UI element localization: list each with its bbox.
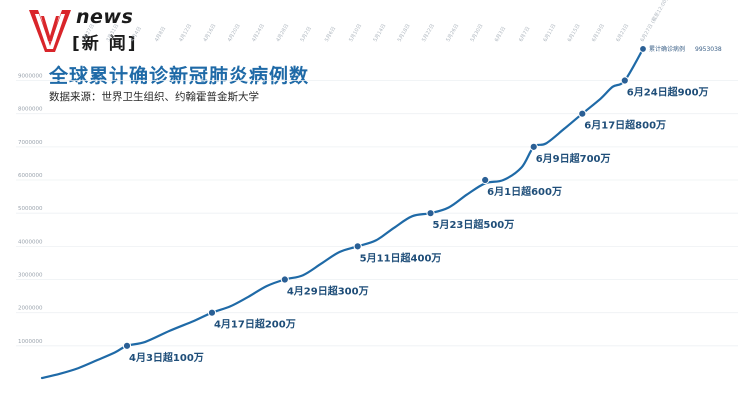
y-tick-label: 4000000 (18, 239, 43, 245)
x-tick-label: 5月14日 (372, 23, 387, 43)
brand-logo: news [新 闻] (26, 6, 166, 54)
milestone-point (426, 209, 435, 218)
y-tick-label: 9000000 (18, 74, 43, 80)
x-tick-label: 4月28日 (275, 23, 290, 43)
chart-title: 全球累计确诊新冠肺炎病例数 (49, 65, 310, 87)
y-tick-label: 6000000 (18, 173, 43, 179)
milestone-point (280, 275, 289, 284)
endpoint-label: 累计确诊病例 (649, 45, 685, 53)
x-tick-label: 6月19日 (591, 23, 606, 43)
v-logo-icon (29, 10, 71, 52)
x-tick-label: 4月20日 (227, 23, 242, 43)
x-tick-label: 3月27日 (81, 23, 96, 43)
x-tick-label: 6月3日 (494, 26, 507, 43)
milestone-point (207, 308, 217, 317)
x-tick-label: 4月12日 (178, 23, 193, 43)
x-tick-label: 4月24日 (251, 23, 266, 43)
milestone-label: 6月9日超700万 (536, 152, 611, 165)
milestone-point (578, 109, 587, 118)
milestone-point (529, 142, 538, 151)
x-tick-label: 5月18日 (397, 23, 412, 43)
x-tick-label: 5月22日 (421, 23, 436, 43)
milestone-label: 4月17日超200万 (214, 318, 296, 331)
x-tick-label: 5月30日 (470, 23, 485, 43)
milestone-point (122, 341, 132, 350)
y-tick-label: 7000000 (18, 140, 43, 146)
milestone-label: 4月3日超100万 (129, 351, 204, 364)
x-tick-label: 6月7日 (518, 26, 531, 43)
milestone-label: 6月24日超900万 (627, 86, 709, 99)
x-tick-label: 6月27日 (截至12:00) (639, 0, 670, 43)
x-tick-label: 4月4日 (130, 26, 143, 43)
milestone-point (620, 76, 629, 85)
x-tick-label: 5月6日 (324, 26, 337, 43)
milestone-label: 5月23日超500万 (433, 218, 515, 231)
x-tick-label: 3月31日 (105, 23, 120, 43)
y-tick-label: 2000000 (18, 306, 43, 312)
x-tick-label: 5月26日 (445, 23, 460, 43)
x-tick-label: 6月11日 (542, 23, 557, 43)
chart-source: 数据来源：世界卫生组织、约翰霍普金斯大学 (49, 91, 259, 103)
milestone-label: 4月29日超300万 (287, 285, 369, 298)
y-tick-label: 5000000 (18, 206, 43, 212)
brand-name: news (76, 6, 134, 28)
x-tick-label: 6月23日 (615, 23, 630, 43)
y-tick-label: 3000000 (18, 273, 43, 279)
milestone-point (481, 175, 490, 185)
x-tick-label: 5月10日 (348, 23, 363, 43)
x-tick-label: 4月8日 (154, 26, 167, 43)
milestone-label: 6月1日超600万 (487, 185, 562, 198)
y-tick-label: 1000000 (18, 339, 43, 345)
brand-name-cn: [新 闻] (72, 34, 138, 54)
endpoint-point (639, 45, 647, 53)
milestone-label: 6月17日超800万 (584, 119, 666, 132)
x-tick-label: 4月16日 (202, 23, 217, 43)
x-tick-label: 6月15日 (567, 23, 582, 43)
milestone-label: 5月11日超400万 (360, 251, 442, 264)
x-tick-label: 5月2日 (300, 26, 313, 43)
milestone-point (353, 242, 362, 251)
endpoint-value: 9953038 (695, 46, 722, 53)
y-tick-label: 8000000 (18, 107, 43, 113)
